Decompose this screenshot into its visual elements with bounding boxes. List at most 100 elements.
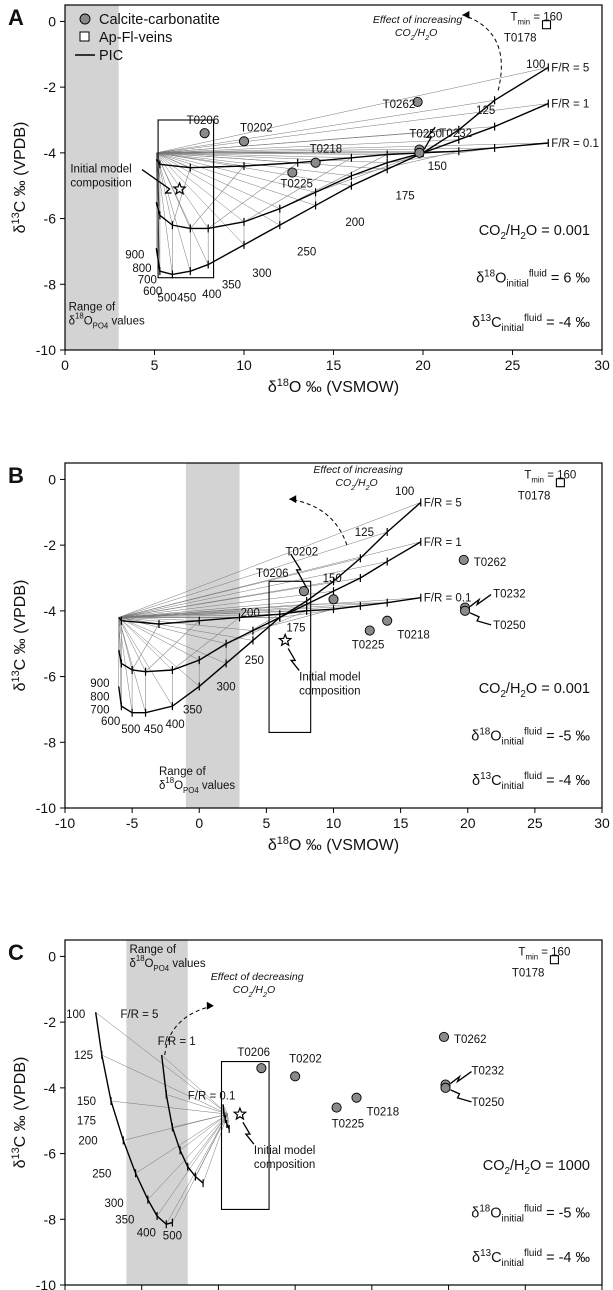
sample-label: T0206 bbox=[256, 568, 289, 580]
curve-label-fr: F/R = 0.1 bbox=[551, 138, 599, 150]
temperature-label: 600 bbox=[101, 716, 120, 728]
mixing-line bbox=[118, 617, 122, 707]
temperature-label: 250 bbox=[297, 246, 316, 258]
pic-curve bbox=[155, 66, 549, 276]
x-tick-label: -10 bbox=[55, 815, 75, 831]
initial-composition-star bbox=[232, 1106, 248, 1121]
temperature-label: 600 bbox=[143, 286, 162, 298]
range-label: Range of bbox=[129, 944, 176, 956]
temperature-label: 500 bbox=[163, 1231, 182, 1243]
sample-point bbox=[351, 1092, 362, 1103]
temperature-label: 175 bbox=[77, 1116, 96, 1128]
x-axis-label: δ18O ‰ (VSMOW) bbox=[268, 835, 399, 854]
tmin-label: Tmin = 160 bbox=[518, 947, 570, 962]
mixing-line bbox=[166, 1094, 228, 1115]
mixing-line bbox=[118, 617, 227, 664]
mixing-line bbox=[156, 152, 316, 206]
sample-point bbox=[331, 1102, 342, 1113]
leader-line bbox=[141, 169, 172, 194]
co2-h2o-ratio: CO2/H2O = 1000 bbox=[483, 1158, 590, 1177]
curve-label-fr: F/R = 5 bbox=[551, 62, 589, 74]
sample-label: T0178 bbox=[518, 491, 551, 503]
temperature-label: 400 bbox=[165, 719, 184, 731]
sample-label: T0262 bbox=[474, 557, 507, 569]
mixing-line bbox=[202, 1114, 228, 1184]
isotherm-line bbox=[243, 157, 352, 245]
mixing-line bbox=[172, 1113, 228, 1128]
temperature-label: 300 bbox=[105, 1198, 124, 1210]
sample-label: T0218 bbox=[367, 1107, 400, 1119]
y-tick-label: 0 bbox=[48, 948, 56, 964]
curve-label-fr: F/R = 0.1 bbox=[188, 1090, 236, 1102]
effect-arrow-head bbox=[206, 1001, 214, 1010]
isotherm-line bbox=[190, 165, 245, 272]
temperature-label: 450 bbox=[144, 724, 163, 736]
temperature-label: 350 bbox=[115, 1214, 134, 1226]
mixing-line bbox=[118, 617, 173, 707]
d13c-fluid-label: δ13Cinitialfluid = -4 ‰ bbox=[472, 771, 590, 792]
x-tick-label: 20 bbox=[415, 357, 431, 373]
sample-label: T0206 bbox=[237, 1047, 270, 1059]
effect-arrow-head bbox=[289, 495, 297, 504]
temperature-label: 700 bbox=[138, 274, 157, 286]
temperature-label: 200 bbox=[78, 1135, 97, 1147]
mixing-line bbox=[147, 1113, 228, 1200]
panel-letter: A bbox=[8, 5, 24, 30]
sample-point bbox=[290, 1071, 301, 1082]
sample-point bbox=[460, 605, 471, 616]
temperature-label: 175 bbox=[286, 622, 305, 634]
pic-curve bbox=[118, 501, 422, 714]
leader-line bbox=[469, 612, 492, 626]
mixing-line bbox=[156, 152, 280, 209]
leader-line bbox=[450, 1071, 472, 1085]
vein-square bbox=[549, 955, 559, 965]
temperature-label: 150 bbox=[77, 1096, 96, 1108]
sample-point bbox=[256, 1063, 267, 1074]
initial-model-label: composition bbox=[70, 178, 131, 190]
effect-arrow bbox=[462, 14, 502, 91]
leader-line bbox=[287, 648, 300, 671]
temperature-label: 500 bbox=[157, 292, 176, 304]
x-tick-label: 20 bbox=[460, 815, 476, 831]
temperature-label: 700 bbox=[90, 704, 109, 716]
co2-h2o-ratio: CO2/H2O = 0.001 bbox=[479, 223, 590, 242]
mixing-line bbox=[156, 147, 495, 154]
x-tick-label: 5 bbox=[262, 815, 270, 831]
x-tick-label: 30 bbox=[594, 815, 610, 831]
mixing-line bbox=[118, 531, 388, 618]
x-tick-label: 15 bbox=[326, 357, 342, 373]
range-label: Range of bbox=[69, 302, 116, 314]
leader-line bbox=[242, 1121, 255, 1145]
temperature-label: 900 bbox=[90, 678, 109, 690]
temperature-label: 450 bbox=[177, 292, 196, 304]
y-tick-label: -4 bbox=[44, 1080, 57, 1096]
mixing-line bbox=[118, 590, 334, 618]
y-tick-label: -6 bbox=[44, 211, 57, 227]
y-tick-label: -8 bbox=[44, 734, 57, 750]
mixing-line bbox=[156, 152, 173, 275]
initial-model-label: composition bbox=[299, 685, 360, 697]
mixing-line bbox=[118, 541, 421, 618]
mixing-line bbox=[118, 605, 361, 618]
initial-model-label: composition bbox=[254, 1159, 315, 1171]
mixing-line bbox=[161, 1054, 228, 1115]
mixing-line bbox=[156, 152, 245, 167]
legend-label: Calcite-carbonatite bbox=[99, 12, 220, 28]
y-tick-label: -4 bbox=[44, 603, 57, 619]
mixing-line bbox=[156, 126, 495, 154]
temperature-label: 800 bbox=[90, 691, 109, 703]
temperature-label: 125 bbox=[355, 527, 374, 539]
sample-point bbox=[287, 167, 298, 178]
temperature-label: 100 bbox=[395, 486, 414, 498]
mixing-line bbox=[156, 152, 388, 155]
temperature-label: 150 bbox=[428, 161, 447, 173]
sample-label: T0262 bbox=[454, 1034, 487, 1046]
mixing-line bbox=[156, 152, 173, 226]
sample-label: T0225 bbox=[352, 640, 385, 652]
mixing-line bbox=[156, 152, 352, 159]
mixing-line bbox=[156, 1114, 228, 1217]
x-axis-label: δ18O ‰ (VSMOW) bbox=[268, 377, 399, 396]
mixing-line bbox=[118, 617, 200, 621]
mixing-line bbox=[156, 100, 495, 154]
